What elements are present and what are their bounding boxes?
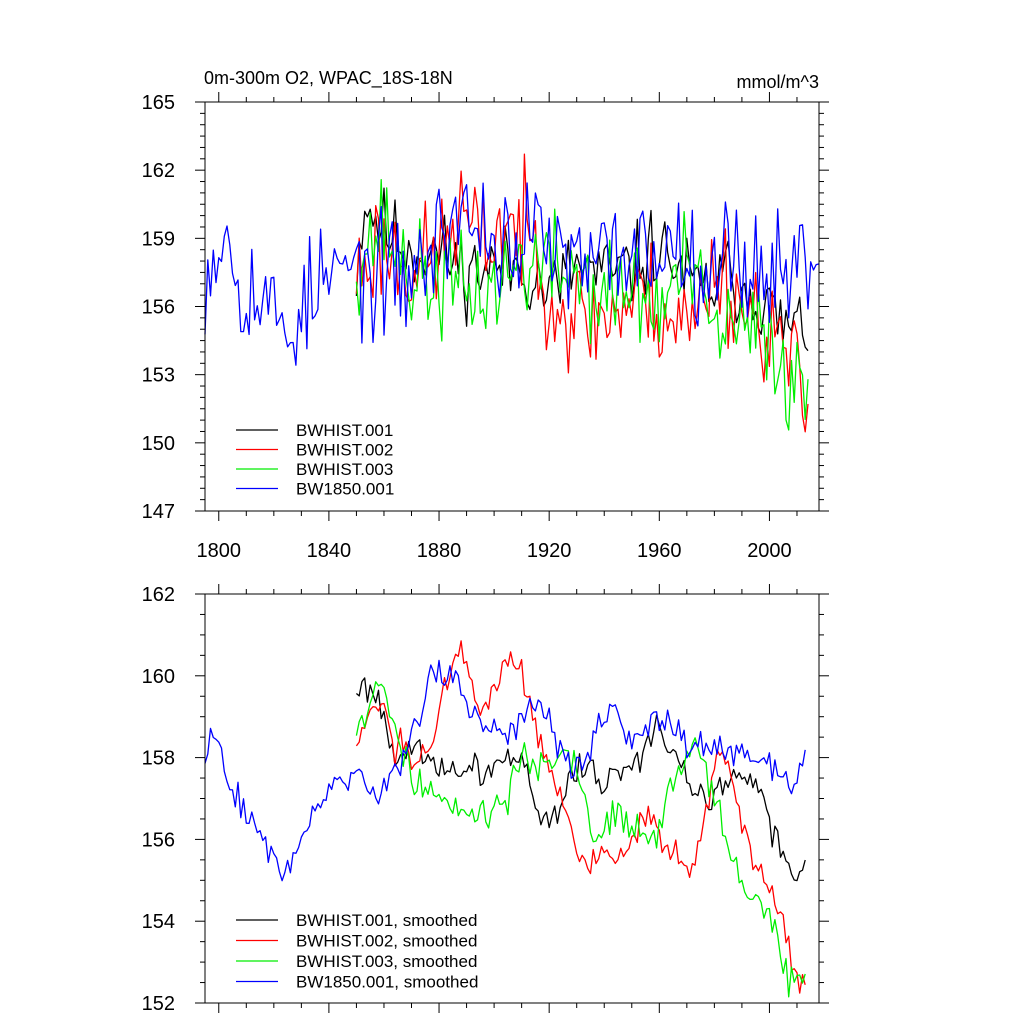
y-tick-label: 156 xyxy=(142,829,175,851)
y-tick-label: 156 xyxy=(142,297,175,319)
legend-label: BW1850.001, smoothed xyxy=(296,973,478,992)
legend-label: BWHIST.003, smoothed xyxy=(296,952,477,971)
legend-label: BWHIST.002 xyxy=(296,441,393,460)
axes: 1800 1840 1880 1920 1960 2000 147 150 153 156 159 1… xyxy=(142,92,829,562)
units-label: mmol/m^3 xyxy=(737,72,819,92)
y-tick-label: 159 xyxy=(142,228,175,250)
y-tick-label: 153 xyxy=(142,365,175,387)
series-group xyxy=(204,153,820,433)
series-line-bwhist-002-smoothed xyxy=(355,640,806,994)
y-tick-label: 160 xyxy=(142,666,175,688)
y-tick-label: 147 xyxy=(142,501,175,523)
y-tick-label: 154 xyxy=(142,911,175,933)
x-tick-label: 2000 xyxy=(747,540,792,562)
series-line-bw1850-001-smoothed xyxy=(204,659,806,882)
y-tick-label: 162 xyxy=(142,160,175,182)
x-tick-label: 1880 xyxy=(417,540,462,562)
y-tick-label: 150 xyxy=(142,433,175,455)
y-tick-label: 165 xyxy=(142,92,175,114)
series-line-bwhist-003-smoothed xyxy=(355,681,806,998)
x-tick-label: 1960 xyxy=(637,540,682,562)
y-tick-label: 158 xyxy=(142,748,175,770)
axes: 152 154 156 158 160 162 xyxy=(142,584,829,1015)
legend-label: BWHIST.001, smoothed xyxy=(296,911,477,930)
chart-title: 0m-300m O2, WPAC_18S-18N xyxy=(204,68,453,89)
legend: BWHIST.001, smoothed BWHIST.002, smoothed… xyxy=(236,911,478,992)
panel-raw: 0m-300m O2, WPAC_18S-18N mmol/m^3 1800 18… xyxy=(142,68,829,562)
series-line-bwhist-003 xyxy=(355,178,809,431)
legend-label: BW1850.001 xyxy=(296,480,394,499)
legend-label: BWHIST.001 xyxy=(296,421,393,440)
y-tick-label: 162 xyxy=(142,584,175,606)
series-line-bw1850-001 xyxy=(204,182,820,366)
series-group xyxy=(204,640,806,998)
legend-label: BWHIST.002, smoothed xyxy=(296,932,477,951)
x-tick-label: 1920 xyxy=(527,540,572,562)
x-tick-label: 1840 xyxy=(307,540,352,562)
y-tick-label: 152 xyxy=(142,993,175,1015)
legend-label: BWHIST.003 xyxy=(296,460,393,479)
x-tick-label: 1800 xyxy=(197,540,242,562)
